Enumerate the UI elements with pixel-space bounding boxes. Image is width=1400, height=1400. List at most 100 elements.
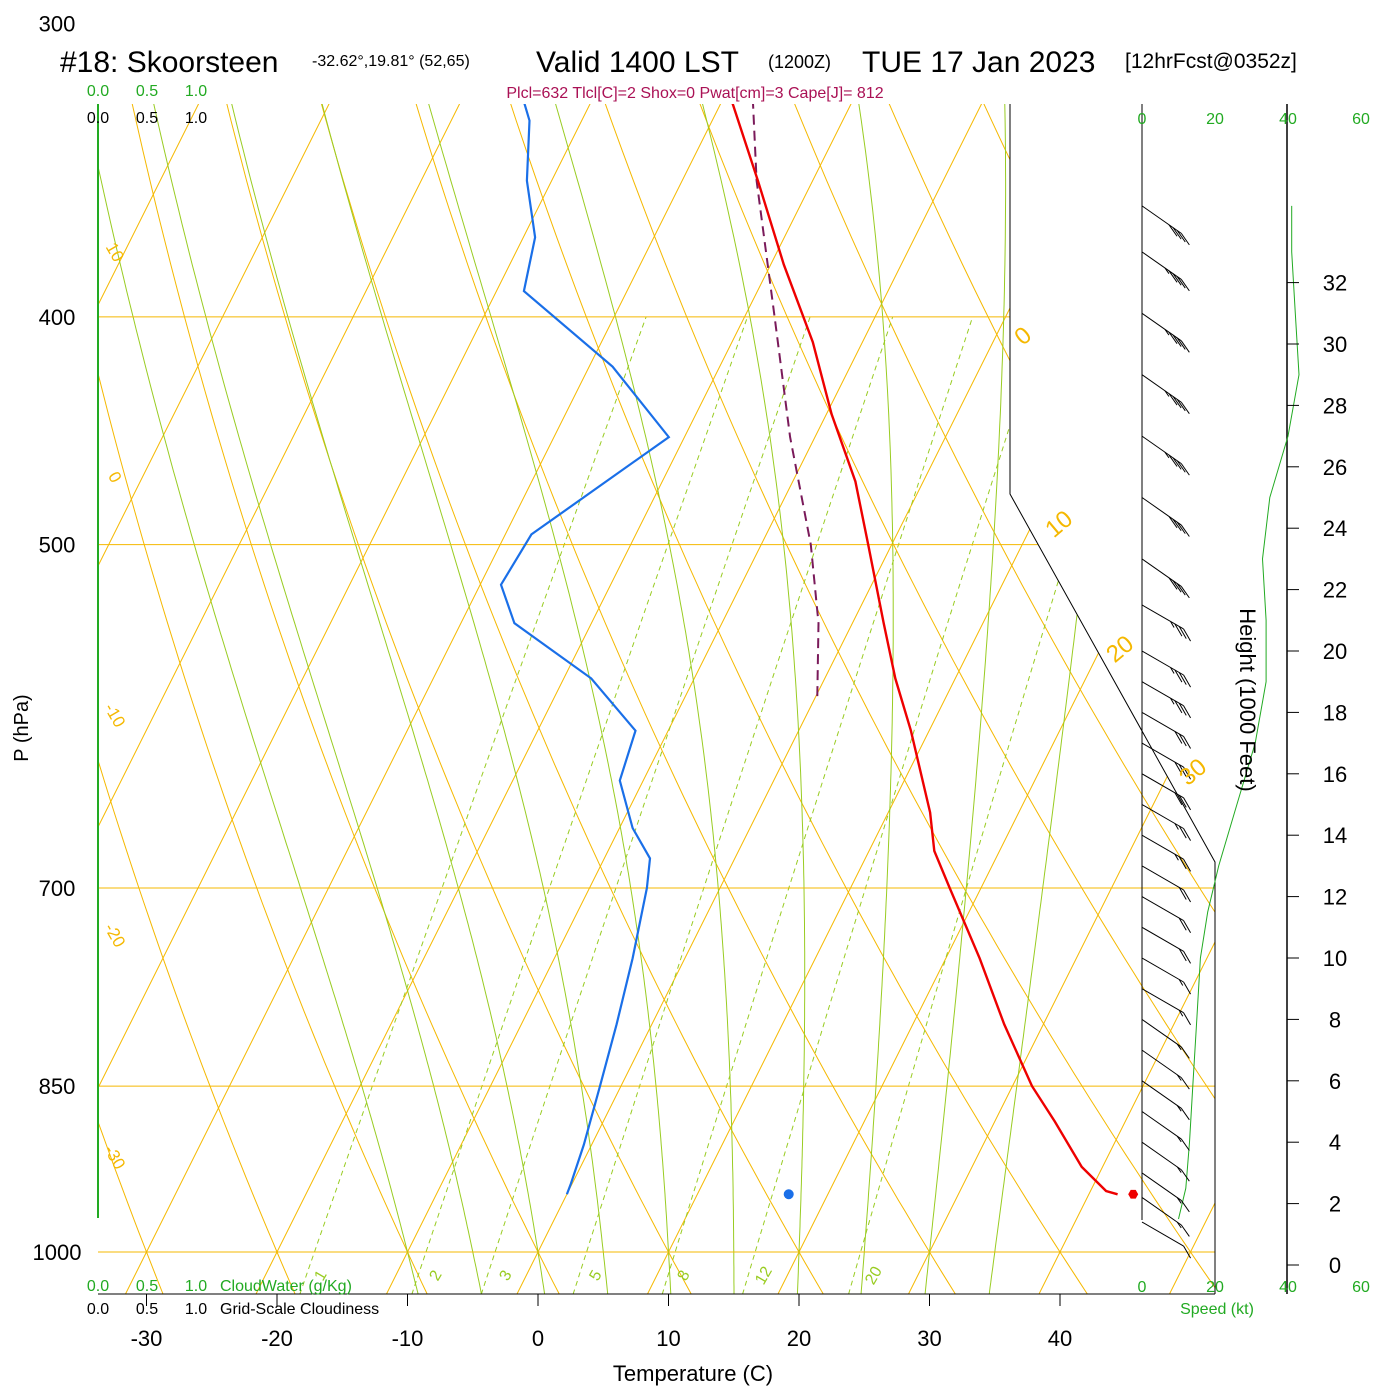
height-tick-label: 14 xyxy=(1323,823,1347,848)
isotherm-label: 10 xyxy=(102,239,128,265)
wind-barb-staff xyxy=(1141,988,1184,1014)
mixing-ratio-line xyxy=(736,316,1045,1294)
cloud-scale-tick-label: 1.0 xyxy=(185,1301,207,1318)
wind-barb xyxy=(1141,681,1192,719)
temperature-tick-label: -30 xyxy=(131,1326,163,1351)
wind-barb-feather xyxy=(1168,454,1178,467)
moist-adiabat-line xyxy=(796,104,894,1294)
wind-barb-half-feather xyxy=(1176,1135,1182,1143)
temperature-tick-label: 30 xyxy=(917,1326,941,1351)
wind-panel xyxy=(1141,205,1300,1259)
pressure-tick-label: 850 xyxy=(39,1074,76,1099)
wind-barb-feather xyxy=(1180,524,1190,537)
wind-barb-half-feather xyxy=(1174,853,1179,861)
wind-barb-feather xyxy=(1183,797,1192,811)
plot-right-frame xyxy=(1009,104,1216,1294)
temperature-tick-label: 20 xyxy=(787,1326,811,1351)
dry-adiabat-line xyxy=(679,104,1215,1294)
dry-adiabat-label: 10 xyxy=(1040,505,1078,543)
mixing-ratio-label: 20 xyxy=(862,1264,886,1288)
height-tick-label: 32 xyxy=(1323,271,1347,296)
wind-barb xyxy=(1141,1080,1190,1121)
dry-adiabat-line xyxy=(1027,104,1215,1294)
mixing-ratio-line xyxy=(656,316,974,1294)
station-coords: -32.62°,19.81° (52,65) xyxy=(312,53,470,70)
speed-tick-label: 0 xyxy=(1138,1279,1147,1296)
surface-temperature-marker xyxy=(1128,1189,1139,1199)
wind-barb xyxy=(1141,312,1190,353)
temperature-tick-label: 40 xyxy=(1048,1326,1072,1351)
wind-barb-feather xyxy=(1180,1224,1190,1237)
wind-barb xyxy=(1141,435,1190,476)
wind-barb-feather xyxy=(1174,700,1183,714)
wind-barb-half-feather xyxy=(1176,1197,1182,1204)
wind-barb-staff xyxy=(1141,205,1182,234)
mixing-ratio-label: 12 xyxy=(752,1264,776,1288)
wind-barb-feather xyxy=(1174,761,1183,775)
wind-barb-staff xyxy=(1141,834,1184,860)
isotherm-line xyxy=(363,104,1137,1294)
wind-barb xyxy=(1141,251,1190,292)
mixing-ratio-line xyxy=(843,316,1140,1294)
wind-barb xyxy=(1141,1141,1190,1182)
height-tick-label: 22 xyxy=(1323,578,1347,603)
wind-barb-feather xyxy=(1183,920,1192,933)
wind-barb xyxy=(1141,1197,1190,1237)
cloudiness-label: Grid-Scale Cloudiness xyxy=(220,1301,379,1318)
wind-barb xyxy=(1141,497,1190,537)
wind-barb-feather xyxy=(1183,828,1192,841)
dry-adiabat-line xyxy=(419,104,1119,1294)
parcel-profile-line xyxy=(680,104,820,697)
wind-barb-feather xyxy=(1180,401,1190,414)
speed-label: Speed (kt) xyxy=(1180,1301,1254,1318)
wind-barb-half-feather xyxy=(1170,697,1175,705)
mixing-ratio-line xyxy=(293,316,647,1294)
wind-barb-staff xyxy=(1141,251,1182,280)
wind-barb-staff xyxy=(1141,711,1184,737)
wind-barb-feather xyxy=(1180,1200,1190,1213)
wind-barb-feather xyxy=(1172,396,1182,409)
wind-barb-staff xyxy=(1141,742,1184,768)
height-tick-label: 6 xyxy=(1329,1069,1341,1094)
wind-barb-feather xyxy=(1174,731,1183,744)
wind-barb-feather xyxy=(1180,1169,1190,1182)
height-tick-label: 26 xyxy=(1323,455,1347,480)
wind-barb-half-feather xyxy=(1170,621,1175,628)
temperature-tick-label: 10 xyxy=(656,1326,680,1351)
dry-adiabat-line xyxy=(506,104,1215,1294)
wind-barb-feather xyxy=(1168,224,1178,237)
wind-barb-feather xyxy=(1178,702,1187,716)
wind-barb-feather xyxy=(1180,340,1190,353)
temperature-profile-line xyxy=(641,104,1118,1196)
wind-barb xyxy=(1141,865,1192,903)
dry-adiabat-line xyxy=(98,104,183,1294)
cloud-scale-tick-label: 0.5 xyxy=(136,83,158,100)
isotherm-label: -30 xyxy=(100,1142,129,1173)
wind-barb-feather xyxy=(1180,1138,1190,1151)
cloud-scale-tick-label: 0.5 xyxy=(136,1301,158,1318)
temperature-tick-label: 0 xyxy=(532,1326,544,1351)
wind-barb-half-feather xyxy=(1176,1166,1182,1173)
height-tick-label: 12 xyxy=(1323,885,1347,910)
cloud-scale-tick-label: 0.0 xyxy=(87,1301,109,1318)
wind-barb-feather xyxy=(1178,887,1187,900)
isotherm-line xyxy=(98,104,223,1294)
wind-barb-staff xyxy=(1141,1221,1184,1247)
wind-barb xyxy=(1141,804,1192,841)
cloud-scale-tick-label: 0.5 xyxy=(136,110,158,127)
isotherm-line xyxy=(754,104,1215,1294)
mixing-ratio-line xyxy=(405,316,748,1294)
dry-adiabat-line xyxy=(1288,0,1400,1340)
plot-frames xyxy=(97,104,1288,1295)
height-axis-label: Height (1000 Feet) xyxy=(1235,608,1260,791)
valid-date: TUE 17 Jan 2023 xyxy=(862,46,1095,79)
wind-barb-feather xyxy=(1176,460,1186,473)
wind-barb xyxy=(1141,205,1190,246)
wind-barb xyxy=(1141,1221,1192,1259)
wind-barb-half-feather xyxy=(1176,1221,1182,1229)
wind-barb-feather xyxy=(1180,279,1190,292)
pressure-tick-label: 300 xyxy=(39,11,76,36)
moist-adiabat-line xyxy=(618,104,806,1294)
wind-barb xyxy=(1141,711,1192,749)
cloudwater-label: CloudWater (g/Kg) xyxy=(220,1278,352,1295)
